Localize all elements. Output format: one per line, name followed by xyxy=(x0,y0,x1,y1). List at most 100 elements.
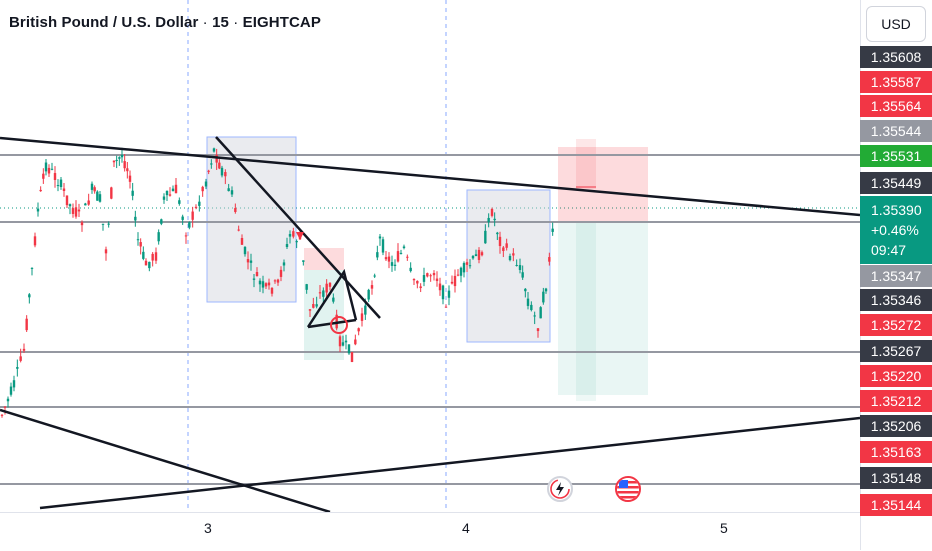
candle-body xyxy=(207,170,210,172)
candle-body xyxy=(292,231,295,237)
candle-body xyxy=(450,281,454,284)
candle-body xyxy=(409,267,412,272)
candle-body xyxy=(0,414,4,416)
candle-body xyxy=(39,189,42,192)
price-label: 1.35267 xyxy=(860,340,932,362)
candle-body xyxy=(115,159,118,161)
candle-body xyxy=(181,216,184,220)
candle-body xyxy=(419,286,422,289)
candle-body xyxy=(201,186,204,192)
candle-body xyxy=(252,278,256,280)
symbol-name: British Pound / U.S. Dollar xyxy=(9,14,199,31)
candle-body xyxy=(139,242,142,247)
lightning-event-icon[interactable] xyxy=(547,476,573,502)
candle-body xyxy=(338,336,342,347)
price-label: 1.35608 xyxy=(860,46,932,68)
candle-body xyxy=(220,167,224,176)
candle-body xyxy=(318,292,322,294)
candle-body xyxy=(246,259,250,263)
candle-body xyxy=(508,255,512,261)
candle-body xyxy=(22,348,26,351)
candle-body xyxy=(288,234,292,237)
candle-body xyxy=(332,297,335,302)
candle-body xyxy=(261,281,265,288)
triangle-drawing xyxy=(306,268,358,328)
candle-body xyxy=(498,236,502,247)
stop-zone xyxy=(558,147,648,221)
price-change: +0.46% xyxy=(871,222,919,238)
price-label: 1.35346 xyxy=(860,289,932,311)
us-flag-event-icon[interactable] xyxy=(615,476,641,502)
candle-body xyxy=(191,211,194,220)
candle-body xyxy=(302,260,305,262)
interval-label[interactable]: 15 xyxy=(212,14,229,31)
title-separator: · xyxy=(202,14,208,31)
candle-body xyxy=(459,267,463,276)
candle-body xyxy=(104,249,108,254)
range-box xyxy=(466,189,551,343)
candle-body xyxy=(512,253,515,256)
candle-body xyxy=(47,167,51,174)
candle-body xyxy=(312,304,315,308)
time-label-4: 4 xyxy=(462,520,470,536)
candle-body xyxy=(456,274,460,276)
candle-body xyxy=(28,294,31,298)
candle-body xyxy=(264,283,268,287)
candle-body xyxy=(471,255,475,259)
candle-body xyxy=(285,244,289,248)
candle-body xyxy=(154,252,158,261)
candle-body xyxy=(441,285,445,300)
candle-body xyxy=(432,272,436,276)
candle-body xyxy=(453,275,457,287)
price-label: 1.35347 xyxy=(860,265,932,287)
candle-body xyxy=(496,232,499,235)
price-label: 1.35206 xyxy=(860,415,932,437)
candle-body xyxy=(204,181,208,187)
candle-body xyxy=(249,260,253,263)
candle-body xyxy=(96,191,99,201)
candle-body xyxy=(551,228,554,232)
candle-body xyxy=(110,187,113,199)
time-axis[interactable] xyxy=(0,512,860,551)
candle-body xyxy=(107,223,110,225)
candle-body xyxy=(151,253,154,261)
currency-button[interactable]: USD xyxy=(866,6,926,42)
highlight-circle xyxy=(330,316,348,334)
candle-body xyxy=(162,196,166,200)
candle-body xyxy=(165,190,169,196)
trendline-lower-up xyxy=(39,416,860,510)
candle-body xyxy=(308,309,312,311)
candle-body xyxy=(322,290,325,297)
candle-body xyxy=(422,275,426,282)
candle-body xyxy=(387,256,391,262)
candle-body xyxy=(370,285,374,289)
candle-body xyxy=(435,278,439,282)
current-price-label: 1.35390 +0.46% 09:47 xyxy=(860,196,932,264)
trendline-drawing xyxy=(215,136,381,319)
price-label: 1.35163 xyxy=(860,441,932,463)
trendline-upper xyxy=(0,136,860,217)
candle-body xyxy=(131,190,134,196)
candle-body xyxy=(9,386,13,395)
candle-body xyxy=(282,262,286,266)
candle-body xyxy=(134,216,137,221)
candle-body xyxy=(90,183,94,190)
candle-body xyxy=(328,282,332,287)
candle-body xyxy=(364,305,367,315)
candle-body xyxy=(315,304,318,307)
candle-body xyxy=(341,342,345,346)
candle-body xyxy=(240,238,244,245)
candle-body xyxy=(515,264,518,266)
candle-body xyxy=(493,218,496,221)
candle-body xyxy=(444,306,448,308)
candle-body xyxy=(12,380,16,388)
candle-body xyxy=(144,260,148,266)
chart-pane[interactable]: British Pound / U.S. Dollar · 15 · EIGHT… xyxy=(0,0,860,512)
candle-body xyxy=(399,252,403,254)
candle-body xyxy=(279,269,283,277)
price-chart[interactable] xyxy=(0,0,860,512)
candle-body xyxy=(224,172,227,177)
candle-body xyxy=(142,251,145,259)
broker-label: EIGHTCAP xyxy=(242,14,321,31)
candle-body xyxy=(344,340,348,343)
